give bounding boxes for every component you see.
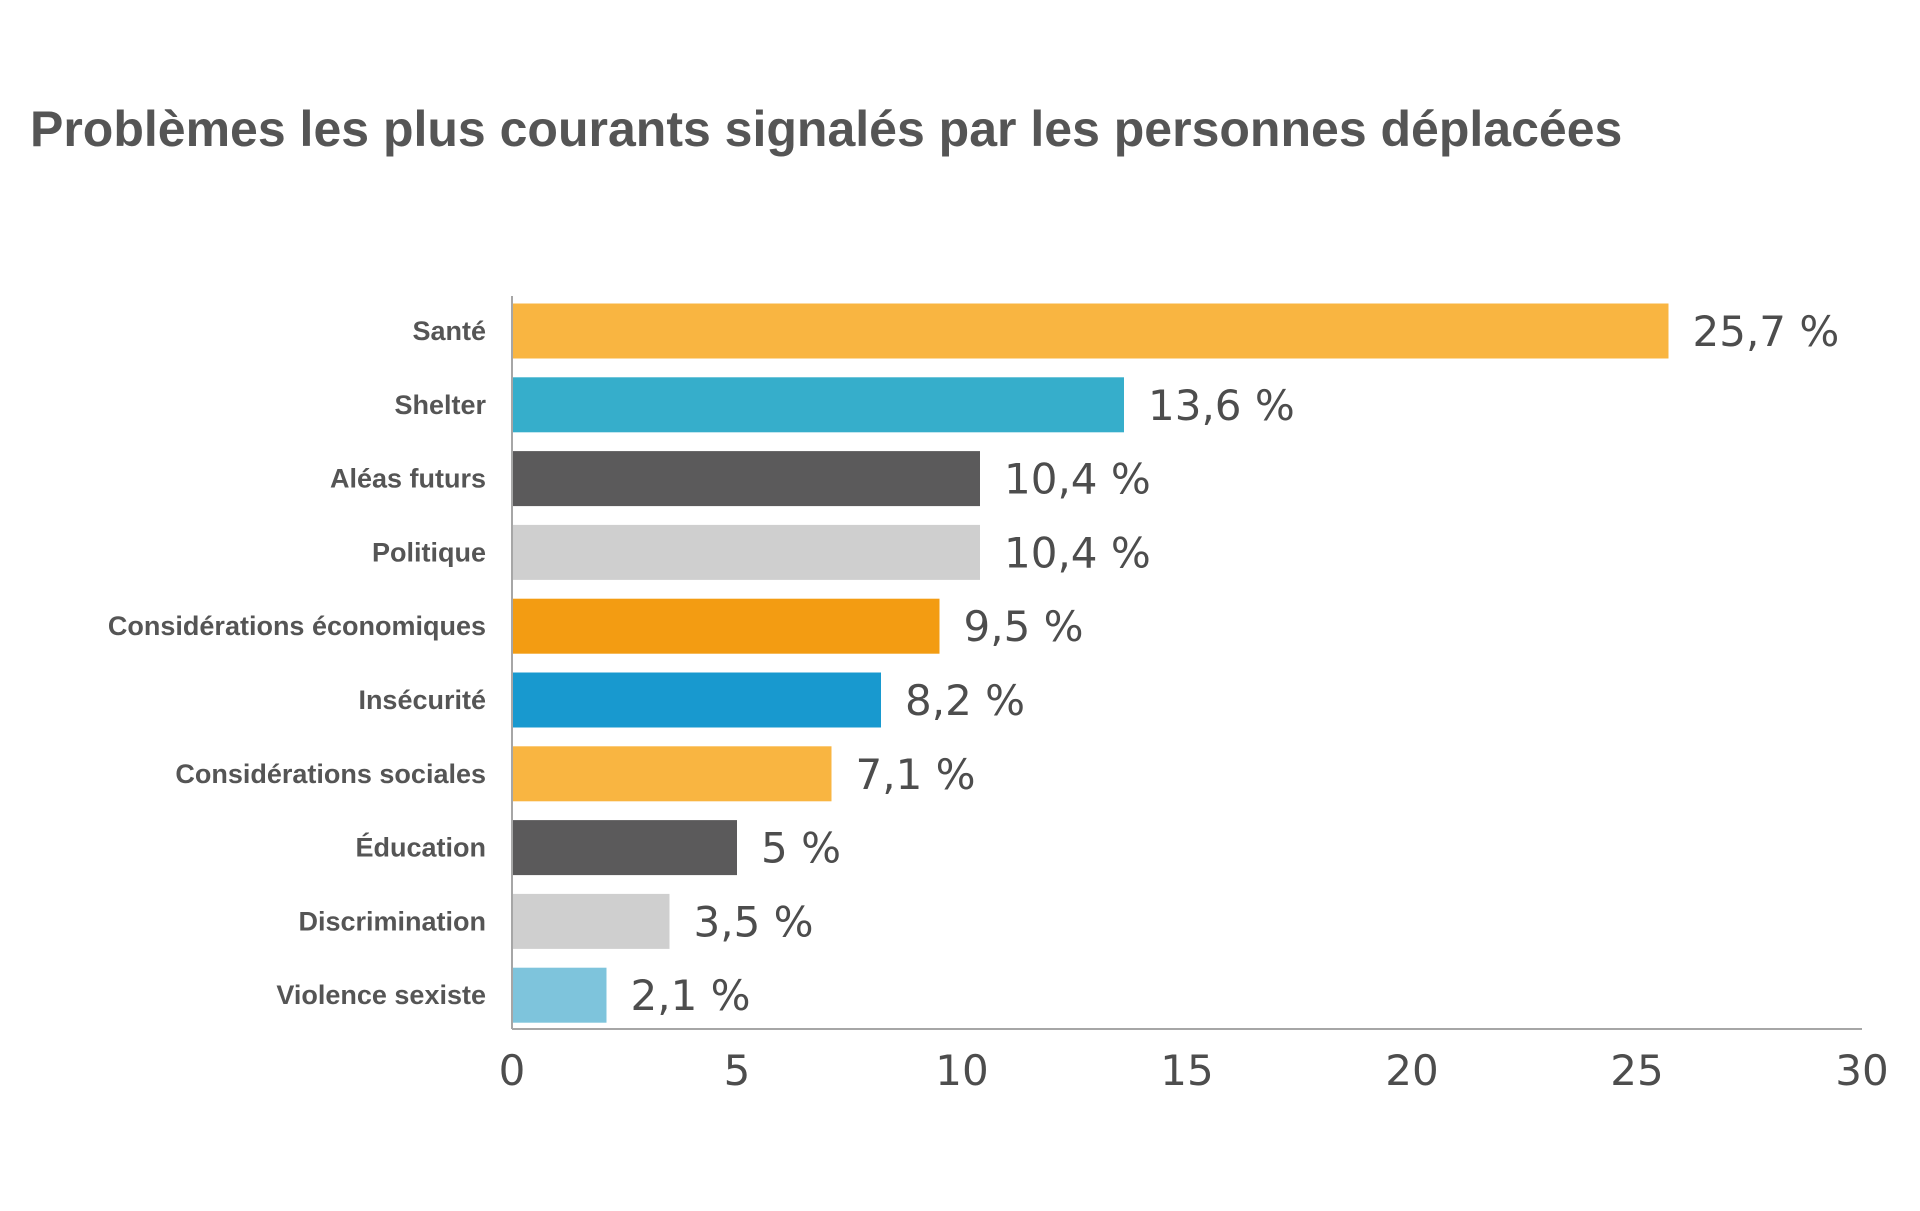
- category-label: Shelter: [394, 390, 486, 420]
- chart-title: Problèmes les plus courants signalés par…: [30, 101, 1623, 157]
- value-label: 10,4 %: [1004, 455, 1151, 504]
- x-tick-label: 20: [1385, 1046, 1438, 1095]
- x-tick-label: 30: [1835, 1046, 1888, 1095]
- bar-2: [512, 451, 980, 507]
- category-label: Insécurité: [358, 685, 486, 715]
- bar-3: [512, 524, 980, 580]
- x-tick-label: 5: [724, 1046, 751, 1095]
- bar-5: [512, 672, 881, 728]
- category-label: Santé: [412, 316, 486, 346]
- value-label: 8,2 %: [905, 676, 1025, 725]
- bar-6: [512, 746, 832, 802]
- category-label: Discrimination: [298, 906, 486, 936]
- value-label: 25,7 %: [1693, 307, 1840, 356]
- category-label: Éducation: [355, 832, 486, 863]
- category-label: Politique: [372, 537, 486, 567]
- x-tick-label: 0: [499, 1046, 526, 1095]
- bar-1: [512, 377, 1124, 433]
- bar-7: [512, 820, 737, 876]
- bar-0: [512, 303, 1669, 359]
- value-label: 2,1 %: [631, 971, 751, 1020]
- value-label: 3,5 %: [694, 897, 814, 946]
- value-label: 9,5 %: [964, 602, 1084, 651]
- bar-4: [512, 598, 940, 654]
- bar-8: [512, 893, 670, 949]
- category-label: Aléas futurs: [330, 464, 486, 494]
- axes-layer: 0 5 10 15 20 25 30: [499, 296, 1889, 1095]
- value-label: 10,4 %: [1004, 528, 1151, 577]
- value-label: 7,1 %: [856, 750, 976, 799]
- bars-layer: Santé 25,7 % Shelter 13,6 % Aléas futurs 10,4…: [108, 303, 1840, 1023]
- value-label: 5 %: [761, 824, 841, 873]
- category-label: Considérations sociales: [175, 759, 486, 789]
- bar-9: [512, 967, 607, 1023]
- value-label: 13,6 %: [1148, 381, 1295, 430]
- x-tick-label: 10: [935, 1046, 988, 1095]
- x-tick-label: 25: [1610, 1046, 1663, 1095]
- category-label: Considérations économiques: [108, 611, 486, 641]
- x-tick-label: 15: [1160, 1046, 1213, 1095]
- category-label: Violence sexiste: [276, 980, 486, 1010]
